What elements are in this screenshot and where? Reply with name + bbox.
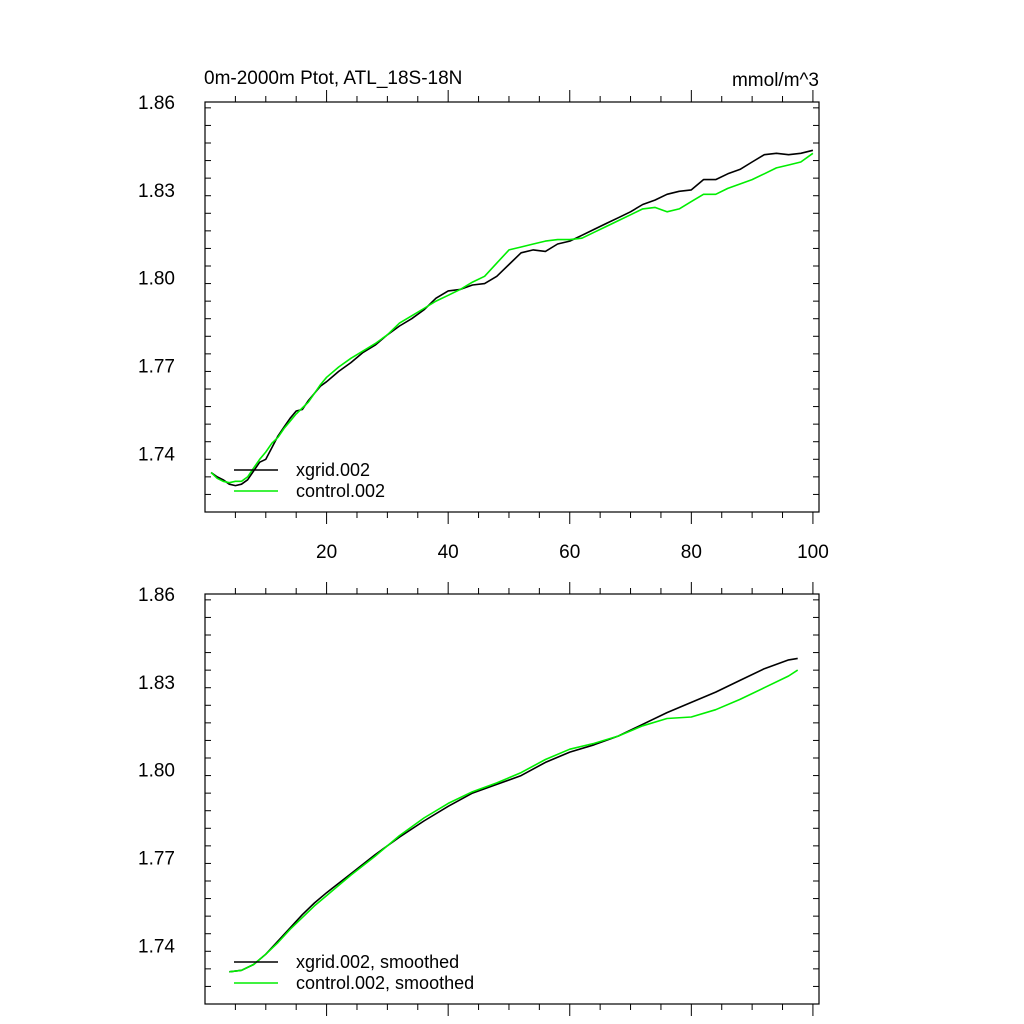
y-tick-label: 1.80	[138, 761, 175, 782]
y-tick-label: 1.86	[138, 93, 175, 114]
axis-ticks-top	[205, 90, 819, 524]
series-lines-top	[210, 149, 814, 487]
legend-label-xgrid: xgrid.002	[296, 460, 370, 480]
x-tick-label: 40	[438, 542, 459, 563]
chart-title: 0m-2000m Ptot, ATL_18S-18N	[204, 68, 462, 89]
series-line-control	[229, 669, 799, 973]
y-tick-label: 1.74	[138, 936, 175, 957]
legend-label-control: control.002	[296, 481, 385, 501]
bottom-panel: 1.74 1.77 1.80 1.83 1.86 xgrid.002, smoothed…	[138, 582, 820, 1016]
plot-frame-top	[204, 101, 820, 513]
plot-frame-bottom	[204, 593, 820, 1005]
y-tick-label: 1.80	[138, 269, 175, 290]
x-tick-label: 80	[681, 542, 702, 563]
y-axis-bottom: 1.74 1.77 1.80 1.83 1.86	[138, 585, 175, 957]
x-axis-top: 20 40 60 80 100	[316, 542, 829, 563]
y-tick-label: 1.77	[138, 357, 175, 378]
series-line-xgrid	[210, 149, 814, 487]
x-tick-label: 100	[797, 542, 829, 563]
top-panel: 0m-2000m Ptot, ATL_18S-18N mmol/m^3 1.74…	[138, 68, 829, 563]
legend-bottom: xgrid.002, smoothed control.002, smoothe…	[234, 952, 474, 993]
legend-label-control-smoothed: control.002, smoothed	[296, 973, 474, 993]
y-tick-label: 1.86	[138, 585, 175, 606]
y-tick-label: 1.83	[138, 673, 175, 694]
series-lines-bottom	[229, 657, 799, 973]
legend-label-xgrid-smoothed: xgrid.002, smoothed	[296, 952, 459, 972]
y-tick-label: 1.77	[138, 849, 175, 870]
units-label: mmol/m^3	[732, 70, 819, 91]
x-tick-label: 20	[316, 542, 337, 563]
y-axis-top: 1.74 1.77 1.80 1.83 1.86	[138, 93, 175, 465]
y-tick-label: 1.74	[138, 444, 175, 465]
x-tick-label: 60	[559, 542, 580, 563]
axis-ticks-bottom	[205, 582, 819, 1016]
y-tick-label: 1.83	[138, 181, 175, 202]
legend-top: xgrid.002 control.002	[234, 460, 385, 501]
series-line-xgrid	[229, 657, 798, 973]
series-line-control	[210, 152, 814, 484]
